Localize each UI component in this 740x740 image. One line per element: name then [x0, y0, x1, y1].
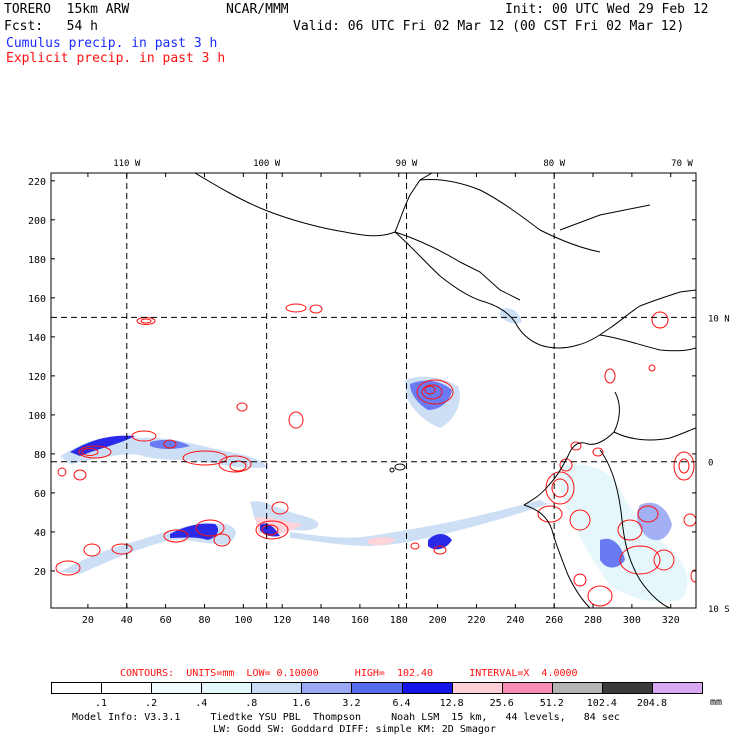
colorbar-level-label: 1.6 — [292, 698, 311, 709]
colorbar-level-label: 6.4 — [392, 698, 411, 709]
lon-label: 110 W — [113, 159, 141, 169]
x-tick-label: 300 — [623, 615, 641, 626]
axes: 20 40 60 80 100 120 140 160 180 200 220 240 260 280 30… — [28, 159, 730, 626]
y-tick-label: 40 — [34, 528, 46, 539]
x-tick-label: 20 — [82, 615, 94, 626]
colorbar-level-label: 102.4 — [586, 698, 617, 709]
map-layer — [51, 173, 696, 608]
colorbar-swatch — [251, 682, 303, 694]
colorbar-swatch — [101, 682, 153, 694]
y-tick-label: 20 — [34, 567, 46, 578]
coastlines — [194, 173, 696, 608]
x-tick-label: 40 — [121, 615, 133, 626]
x-tick-label: 60 — [160, 615, 172, 626]
plot-frame — [50, 172, 697, 609]
x-tick-label: 120 — [273, 615, 291, 626]
colorbar-swatch — [351, 682, 403, 694]
y-tick-label: 100 — [28, 411, 46, 422]
lon-label: 80 W — [543, 159, 565, 169]
x-tick-label: 180 — [390, 615, 408, 626]
explicit-legend: Explicit precip. in past 3 h — [6, 51, 226, 66]
colorbar-swatch — [301, 682, 353, 694]
y-tick-label: 120 — [28, 372, 46, 383]
x-tick-label: 140 — [312, 615, 330, 626]
colorbar-level-label: .2 — [145, 698, 158, 709]
colorbar-swatch — [501, 682, 553, 694]
colorbar-swatch — [651, 682, 703, 694]
y-tick-label: 140 — [28, 333, 46, 344]
colorbar-level-label: 3.2 — [342, 698, 361, 709]
colorbar-swatch — [51, 682, 103, 694]
y-tick-label: 80 — [34, 450, 46, 461]
colorbar-units: mm — [710, 697, 723, 708]
lon-label: 70 W — [671, 159, 693, 169]
x-tick-label: 220 — [467, 615, 485, 626]
model-title: TORERO 15km ARW — [4, 2, 130, 17]
colorbar-level-label: .8 — [245, 698, 258, 709]
colorbar-swatch — [401, 682, 453, 694]
x-tick-label: 320 — [662, 615, 680, 626]
colorbar-swatch — [151, 682, 203, 694]
physics-info: LW: Godd SW: Goddard DIFF: simple KM: 2D… — [213, 724, 496, 735]
explicit-precip-contours — [55, 303, 696, 607]
cumulus-precip-shading — [60, 308, 688, 602]
x-tick-label: 280 — [584, 615, 602, 626]
latlon-grid — [51, 173, 696, 608]
init-time: Init: 00 UTC Wed 29 Feb 12 — [505, 2, 709, 17]
y-tick-label: 160 — [28, 294, 46, 305]
colorbar-level-label: 12.8 — [439, 698, 464, 709]
colorbar-swatch — [451, 682, 503, 694]
colorbar-level-label: 204.8 — [636, 698, 667, 709]
x-tick-label: 160 — [351, 615, 369, 626]
org-label: NCAR/MMM — [226, 2, 289, 17]
colorbar-swatch — [551, 682, 603, 694]
lat-label: 10 N — [708, 314, 730, 324]
y-tick-label: 180 — [28, 255, 46, 266]
y-tick-label: 60 — [34, 489, 46, 500]
lat-label: 10 S — [708, 605, 730, 615]
x-tick-label: 260 — [545, 615, 563, 626]
colorbar-level-label: .4 — [195, 698, 208, 709]
y-tick-label: 220 — [28, 177, 46, 188]
x-tick-label: 80 — [198, 615, 210, 626]
lat-label: 0 — [708, 459, 713, 469]
lon-label: 100 W — [253, 159, 281, 169]
contour-info: CONTOURS: UNITS=mm LOW= 0.10000 HIGH= 10… — [120, 668, 578, 679]
forecast-hour: Fcst: 54 h — [4, 19, 98, 34]
x-tick-label: 240 — [506, 615, 524, 626]
valid-time: Valid: 06 UTC Fri 02 Mar 12 (00 CST Fri … — [293, 19, 685, 34]
x-tick-label: 100 — [234, 615, 252, 626]
colorbar-swatch — [601, 682, 653, 694]
y-tick-label: 200 — [28, 216, 46, 227]
cumulus-legend: Cumulus precip. in past 3 h — [6, 36, 218, 51]
model-info: Model Info: V3.3.1 Tiedtke YSU PBL Thomp… — [72, 712, 620, 723]
x-tick-label: 200 — [429, 615, 447, 626]
lon-label: 90 W — [396, 159, 418, 169]
colorbar-level-label: .1 — [95, 698, 108, 709]
colorbar-level-label: 51.2 — [539, 698, 564, 709]
colorbar-level-label: 25.6 — [489, 698, 514, 709]
colorbar-swatch — [201, 682, 253, 694]
